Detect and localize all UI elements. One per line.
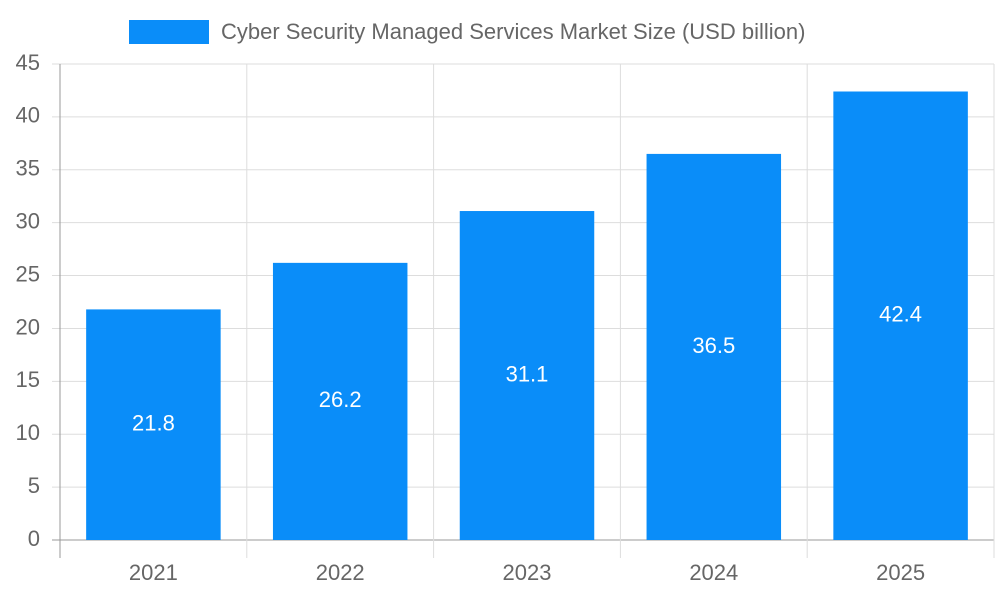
bar <box>86 309 221 540</box>
legend-label: Cyber Security Managed Services Market S… <box>221 19 805 44</box>
bar <box>459 211 595 540</box>
data-label: 21.8 <box>132 411 175 436</box>
data-label: 36.5 <box>692 333 735 358</box>
data-label: 42.4 <box>879 302 922 327</box>
y-tick-label: 15 <box>16 367 40 392</box>
bar <box>272 262 408 540</box>
legend-swatch <box>129 20 209 44</box>
bar <box>833 91 968 540</box>
y-tick-label: 30 <box>16 208 40 233</box>
y-tick-label: 40 <box>16 103 40 128</box>
data-label: 26.2 <box>319 387 362 412</box>
y-tick-label: 0 <box>28 526 40 551</box>
y-tick-label: 20 <box>16 314 40 339</box>
bar <box>646 153 782 540</box>
x-tick-label: 2022 <box>316 560 365 585</box>
y-tick-label: 35 <box>16 156 40 181</box>
x-tick-label: 2024 <box>689 560 738 585</box>
data-label: 31.1 <box>506 361 549 386</box>
x-tick-label: 2023 <box>503 560 552 585</box>
y-tick-label: 10 <box>16 420 40 445</box>
y-tick-label: 5 <box>28 473 40 498</box>
y-tick-label: 25 <box>16 261 40 286</box>
legend: Cyber Security Managed Services Market S… <box>129 19 805 44</box>
x-tick-label: 2025 <box>876 560 925 585</box>
y-tick-label: 45 <box>16 50 40 75</box>
x-tick-label: 2021 <box>129 560 178 585</box>
